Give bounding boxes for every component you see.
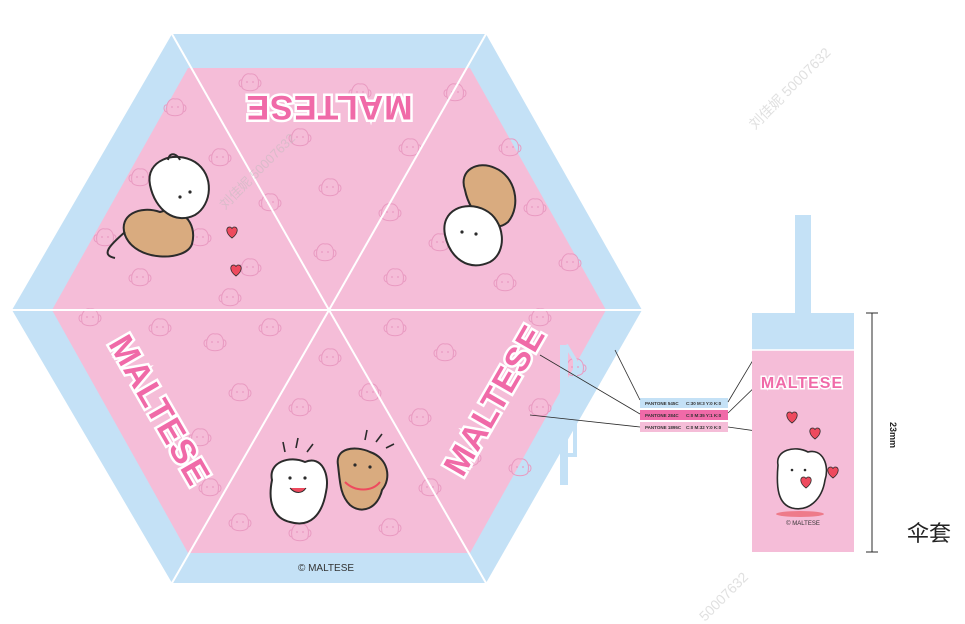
color-swatches: PANTONE 545C C:30 M:3 Y:0 K:0 PANTONE 28…: [529, 339, 786, 436]
brand-top: MALTESE: [246, 88, 413, 126]
svg-text:C:0 M:35 Y:1 K:0: C:0 M:35 Y:1 K:0: [686, 413, 722, 418]
umbrella-canopy: MALTESE MALTESE MALTESE © MALTESE: [12, 33, 642, 584]
svg-text:PANTONE 1895C: PANTONE 1895C: [645, 425, 682, 430]
sleeve-top: [752, 313, 854, 353]
white-dog-icon: [443, 205, 503, 267]
svg-text:PANTONE 284C: PANTONE 284C: [645, 413, 679, 418]
dog-pair-bottom: [269, 429, 395, 525]
umbrella-ribs: [12, 33, 642, 584]
swatch-row-1: PANTONE 545C C:30 M:3 Y:0 K:0: [640, 398, 728, 408]
dimension-label: 23mm: [888, 422, 898, 448]
white-dog-icon: [269, 458, 328, 525]
dog-pair-upper-right: [443, 164, 517, 267]
dimension-marker: [866, 312, 878, 553]
svg-text:PANTONE 545C: PANTONE 545C: [645, 401, 679, 406]
svg-text:C:30 M:3 Y:0 K:0: C:30 M:3 Y:0 K:0: [686, 401, 722, 406]
sleeve-brand: MALTESE: [761, 375, 843, 392]
dog-pair-upper-left: [106, 153, 242, 277]
sleeve-copyright: © MALTESE: [786, 520, 820, 527]
watermark-top-right: 刘佳妮 50007632: [746, 44, 834, 132]
sleeve-caption: 伞套: [907, 522, 951, 547]
swatch-row-2: PANTONE 284C C:0 M:35 Y:1 K:0: [640, 410, 728, 420]
svg-text:C:0 M:32 Y:0 K:0: C:0 M:32 Y:0 K:0: [686, 425, 722, 430]
brown-dog-icon: [106, 208, 195, 259]
umbrella-strap: [560, 343, 577, 485]
white-dog-icon: [148, 153, 210, 220]
brown-dog-icon: [336, 447, 389, 511]
watermark-bottom: 50007632: [696, 569, 752, 624]
swatch-row-3: PANTONE 1895C C:0 M:32 Y:0 K:0: [640, 422, 728, 432]
umbrella-sleeve: MALTESE © MALTESE: [752, 215, 854, 552]
umbrella-copyright: © MALTESE: [298, 563, 354, 574]
sleeve-strap: [795, 215, 811, 315]
white-dog-icon: [776, 448, 839, 517]
